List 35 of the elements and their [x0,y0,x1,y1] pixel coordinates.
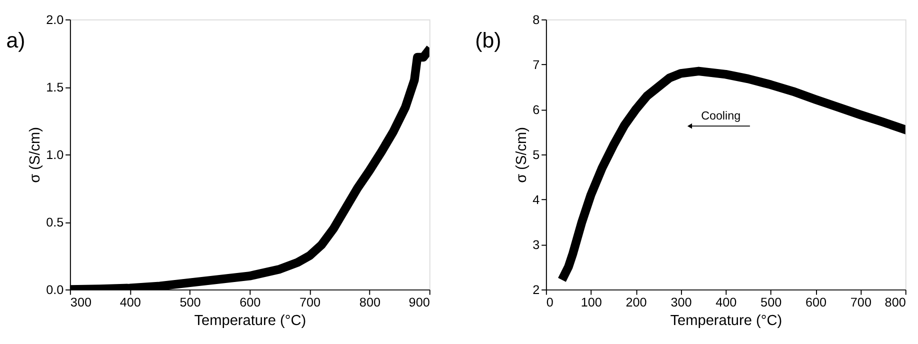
y-axis-title: σ (S/cm) [27,126,44,183]
annotation: Cooling [701,109,741,122]
y-axis-title: σ (S/cm) [514,126,530,183]
y-tick-label: 1.5 [46,80,64,94]
chart-title: (b) [475,28,502,53]
x-tick-label: 100 [580,295,602,310]
y-tick-label: 3 [532,238,540,252]
x-tick-label: 900 [408,295,430,310]
x-tick-label: 200 [626,295,647,310]
x-tick-label: 600 [240,295,261,310]
x-tick-label: 500 [180,295,201,310]
x-tick-label: 400 [120,295,141,310]
x-tick-label: 800 [359,295,380,310]
chart-title: a) [6,28,26,53]
y-tick-label: 4 [532,192,540,207]
y-tick-label: 0.0 [46,282,64,297]
y-tick-label: 2.0 [46,12,64,27]
y-tick-label: 0.5 [46,215,64,230]
x-tick-label: 0 [546,295,554,310]
x-tick-label: 700 [300,295,321,310]
y-tick-label: 1.0 [46,148,64,162]
y-tick-label: 5 [532,148,540,162]
x-tick-label: 800 [884,295,906,310]
y-tick-label: 8 [532,12,540,27]
y-tick-label: 2 [532,282,540,297]
x-tick-label: 300 [670,295,692,310]
x-tick-label: 400 [716,295,737,310]
x-tick-label: 500 [760,295,782,310]
x-tick-label: 600 [805,295,827,310]
x-tick-label: 700 [850,295,872,310]
x-axis-title: Temperature (°C) [194,312,306,329]
y-tick-label: 6 [532,102,540,117]
x-tick-label: 300 [70,295,92,310]
x-axis-title: Temperature (°C) [670,312,782,329]
y-tick-label: 7 [532,58,540,72]
